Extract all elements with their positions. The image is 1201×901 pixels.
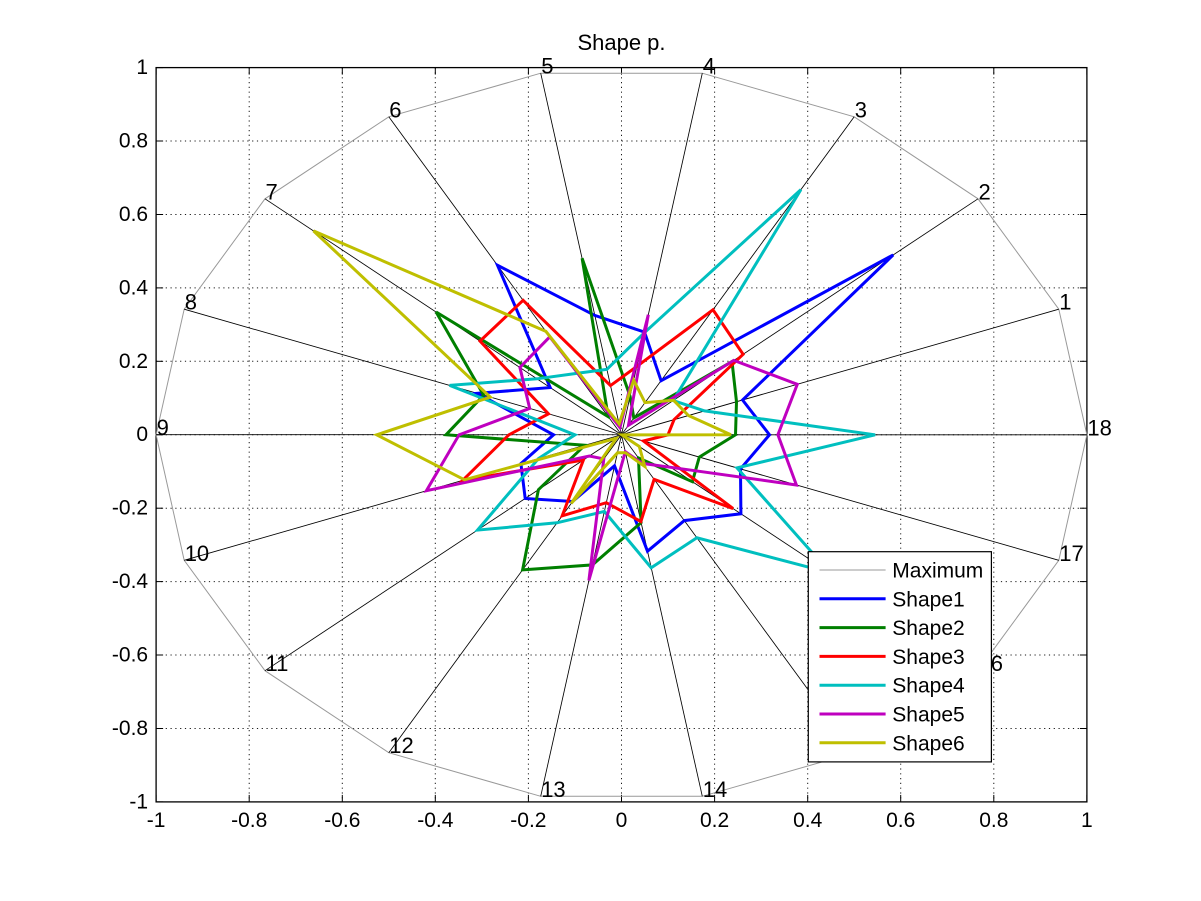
svg-text:Maximum: Maximum — [892, 560, 983, 583]
svg-text:1: 1 — [136, 56, 148, 79]
svg-text:14: 14 — [703, 777, 727, 802]
svg-text:7: 7 — [266, 179, 278, 204]
svg-text:17: 17 — [1059, 541, 1083, 566]
svg-text:0.4: 0.4 — [119, 276, 149, 299]
svg-text:-0.4: -0.4 — [417, 809, 454, 832]
svg-text:0.4: 0.4 — [793, 809, 823, 832]
svg-text:Shape1: Shape1 — [892, 588, 964, 611]
svg-text:Shape2: Shape2 — [892, 617, 964, 640]
svg-text:Shape p.: Shape p. — [577, 30, 665, 55]
svg-text:-1: -1 — [129, 790, 148, 813]
svg-text:6: 6 — [389, 97, 401, 122]
svg-text:-0.8: -0.8 — [112, 717, 148, 740]
svg-text:1: 1 — [1081, 809, 1093, 832]
svg-text:-0.2: -0.2 — [112, 497, 148, 520]
svg-text:18: 18 — [1087, 415, 1111, 440]
svg-text:-0.8: -0.8 — [231, 809, 267, 832]
svg-text:Shape3: Shape3 — [892, 646, 964, 669]
svg-text:Shape5: Shape5 — [892, 704, 964, 727]
svg-text:0.2: 0.2 — [700, 809, 729, 832]
svg-text:0: 0 — [616, 809, 628, 832]
svg-text:0: 0 — [136, 423, 148, 446]
svg-text:0.8: 0.8 — [979, 809, 1008, 832]
svg-text:Shape6: Shape6 — [892, 732, 964, 755]
svg-text:8: 8 — [185, 290, 197, 315]
svg-text:1: 1 — [1059, 290, 1071, 315]
svg-text:-0.6: -0.6 — [324, 809, 360, 832]
svg-text:2: 2 — [979, 179, 991, 204]
svg-text:-0.2: -0.2 — [510, 809, 546, 832]
svg-text:12: 12 — [389, 733, 413, 758]
svg-text:10: 10 — [185, 541, 209, 566]
svg-text:13: 13 — [541, 777, 565, 802]
svg-text:11: 11 — [266, 651, 289, 676]
svg-text:0.6: 0.6 — [119, 203, 148, 226]
svg-text:-0.6: -0.6 — [112, 644, 148, 667]
svg-text:0.8: 0.8 — [119, 130, 148, 153]
svg-text:4: 4 — [703, 54, 715, 79]
svg-text:9: 9 — [157, 415, 169, 440]
svg-text:Shape4: Shape4 — [892, 675, 965, 698]
svg-text:0.6: 0.6 — [886, 809, 915, 832]
svg-text:3: 3 — [855, 97, 867, 122]
svg-text:0.2: 0.2 — [119, 350, 148, 373]
svg-text:-1: -1 — [147, 809, 166, 832]
svg-text:5: 5 — [541, 54, 553, 79]
svg-text:-0.4: -0.4 — [112, 570, 149, 593]
